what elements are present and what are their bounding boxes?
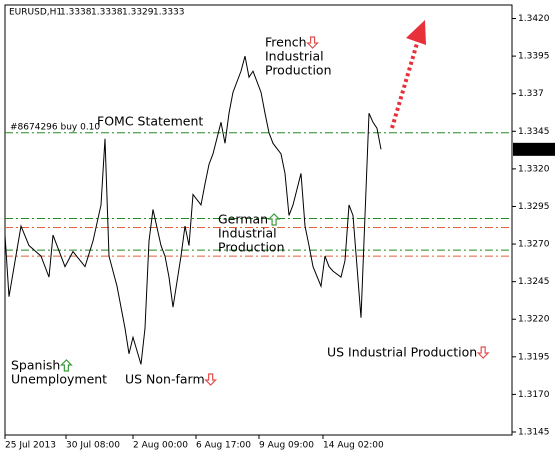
price-line: [4, 55, 382, 365]
header-value: 1.3338: [91, 8, 123, 18]
last-price-label: 1.3333: [517, 145, 549, 155]
annotation: Spanish: [11, 358, 60, 373]
y-tick-label: 1.3220: [518, 315, 550, 325]
header-value: 1.3333: [153, 8, 185, 18]
order-level-label: #8674296 buy 0.10: [10, 122, 100, 132]
last-price-box: [513, 142, 555, 156]
y-tick-label: 1.3345: [518, 127, 550, 137]
annotation: Industrial: [218, 226, 277, 241]
event-arrow: [476, 346, 490, 359]
annotation: Production: [265, 63, 332, 78]
y-tick-label: 1.3270: [518, 240, 550, 250]
y-tick-label: 1.3420: [518, 14, 550, 24]
y-tick-label: 1.3395: [518, 52, 550, 62]
chart-title: EURUSD,H1: [9, 8, 62, 18]
event-arrow: [267, 213, 281, 226]
annotation: FOMC Statement: [97, 114, 203, 129]
x-tick-label: 14 Aug 02:00: [323, 441, 384, 451]
annotation: Industrial: [265, 49, 324, 64]
annotation: German: [218, 212, 268, 227]
header-value: 1.3338: [60, 8, 92, 18]
annotation: US Industrial Production: [327, 345, 477, 360]
annotation: Unemployment: [11, 372, 107, 387]
annotation: French: [265, 35, 307, 50]
y-tick-label: 1.3170: [518, 390, 550, 400]
y-tick-label: 1.3195: [518, 352, 550, 362]
header-value: 1.3329: [122, 8, 154, 18]
x-tick-label: 6 Aug 17:00: [196, 441, 251, 451]
y-tick-label: 1.337: [518, 89, 544, 99]
event-arrow: [204, 373, 218, 386]
annotation: Production: [218, 240, 285, 255]
x-tick-label: 30 Jul 08:00: [66, 441, 120, 451]
event-arrow: [306, 36, 320, 49]
y-tick-label: 1.3295: [518, 202, 550, 212]
event-arrow: [59, 359, 73, 372]
x-tick-label: 9 Aug 09:00: [259, 441, 314, 451]
y-tick-label: 1.3145: [518, 427, 550, 437]
y-tick-label: 1.3245: [518, 277, 550, 287]
x-tick-label: 25 Jul 2013: [5, 441, 56, 451]
plot-frame: [4, 4, 513, 436]
annotation: US Non-farm: [125, 372, 205, 387]
forecast-arrowhead: [406, 20, 426, 45]
y-tick-label: 1.3320: [518, 164, 550, 174]
x-tick-label: 2 Aug 00:00: [133, 441, 188, 451]
